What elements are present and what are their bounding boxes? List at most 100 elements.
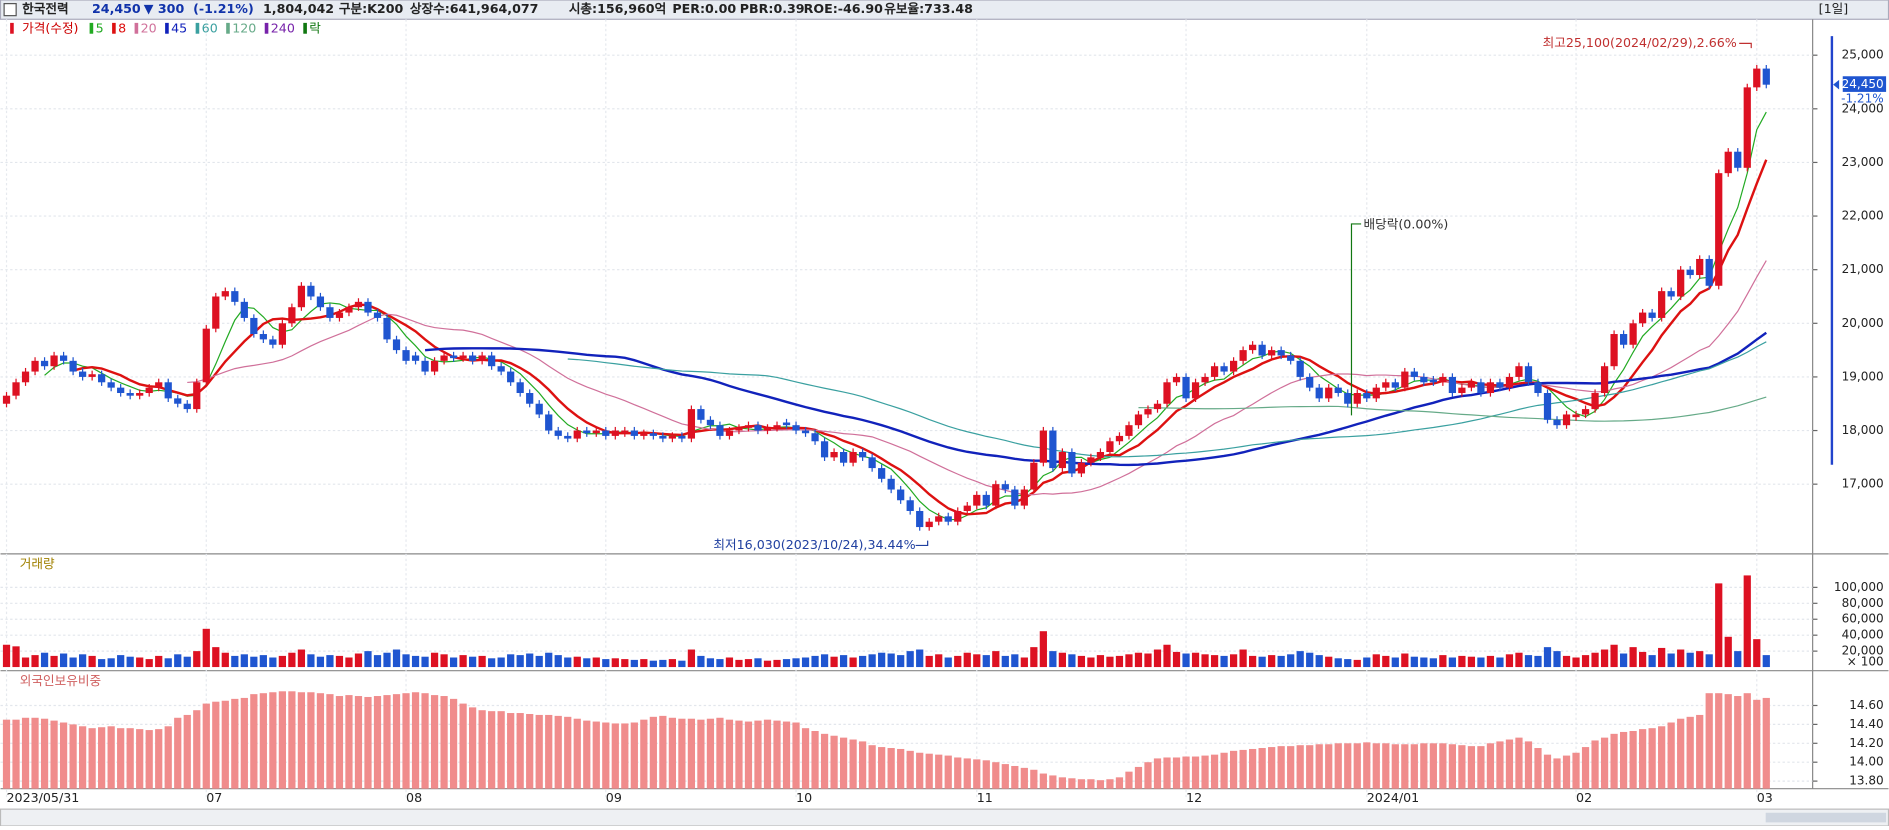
candle-body xyxy=(1068,451,1076,474)
candle-body xyxy=(630,430,638,436)
candle-body xyxy=(1572,414,1580,418)
volume-bar xyxy=(1382,655,1390,668)
foreign-bar xyxy=(1268,747,1276,789)
group: 구분:K200 xyxy=(339,1,404,16)
foreign-bar xyxy=(1220,752,1228,789)
volume-bar xyxy=(193,651,201,668)
foreign-bar xyxy=(1258,748,1266,789)
foreign-bar xyxy=(1629,731,1637,789)
candle-body xyxy=(12,382,20,396)
foreign-bar xyxy=(535,714,543,789)
volume-bar xyxy=(1734,651,1742,668)
foreign-bar xyxy=(925,753,933,789)
foreign-bar xyxy=(335,696,344,789)
foreign-bar xyxy=(1106,779,1114,789)
candle-body xyxy=(1039,430,1047,463)
candle-body xyxy=(507,371,515,383)
volume-bar xyxy=(212,647,220,668)
volume-bar xyxy=(1134,652,1143,668)
foreign-bar xyxy=(411,692,420,789)
foreign-bar xyxy=(136,729,144,789)
candle-body xyxy=(31,360,39,372)
foreign-bar xyxy=(1591,740,1599,789)
foreign-bar xyxy=(1363,742,1371,789)
y-tick-label: 13.80 xyxy=(1849,774,1883,788)
candle-body xyxy=(706,419,715,426)
candle-body xyxy=(659,435,667,439)
foreign-bar xyxy=(307,692,315,789)
volume-bar xyxy=(507,654,515,668)
volume-bar xyxy=(564,657,572,668)
dividend-annotation: 배당락(0.00%) xyxy=(1364,217,1449,232)
scroll-thumb[interactable] xyxy=(1765,812,1887,823)
foreign-bar xyxy=(297,692,306,789)
foreign-bar xyxy=(1277,746,1285,789)
foreign-bar xyxy=(1524,741,1533,789)
foreign-bar xyxy=(725,719,734,789)
candle-body xyxy=(1106,441,1114,452)
candle-body xyxy=(221,291,229,297)
volume-bar xyxy=(98,659,106,668)
volume-bar xyxy=(1629,647,1637,668)
candle-body xyxy=(1610,334,1618,367)
candle-body xyxy=(478,355,486,361)
y-tick-label: 14.60 xyxy=(1849,698,1883,712)
volume-bar xyxy=(1467,656,1476,668)
candle-body xyxy=(1534,382,1542,394)
volume-bar xyxy=(1229,654,1238,668)
scrollbar[interactable] xyxy=(0,808,1889,827)
candle-body xyxy=(1762,68,1770,85)
candle-body xyxy=(782,422,791,426)
volume-bar xyxy=(1543,647,1552,668)
period[interactable]: [1일] xyxy=(1819,1,1849,16)
candle-body xyxy=(1239,350,1247,361)
foreign-bar xyxy=(1439,743,1447,789)
candle-body xyxy=(364,301,372,313)
volume-bar xyxy=(1058,652,1066,668)
foreign-bar xyxy=(1648,728,1656,789)
volume-bar xyxy=(1619,653,1628,668)
checkbox[interactable] xyxy=(3,3,17,17)
foreign-bar xyxy=(573,718,581,789)
x-tick-label: 2023/05/31 xyxy=(7,790,80,805)
foreign-bar xyxy=(649,716,657,789)
volume-bar xyxy=(1210,655,1219,668)
candle-body xyxy=(1030,462,1038,490)
foreign-bar xyxy=(402,693,410,789)
candle-body xyxy=(335,312,344,318)
candle-body xyxy=(763,427,772,431)
foreign-bar xyxy=(1410,744,1418,789)
stock-name: 한국전력 xyxy=(22,1,68,16)
candle-body xyxy=(1011,489,1019,506)
foreign-bar xyxy=(1401,744,1409,789)
legend-label: 가격(수정) xyxy=(22,20,78,35)
foreign-bar xyxy=(1077,779,1086,789)
candle-body xyxy=(383,317,391,340)
candle-body xyxy=(288,307,296,324)
volume-bar xyxy=(88,655,96,668)
volume-bar xyxy=(145,659,153,668)
foreign-bar xyxy=(1001,764,1009,789)
candle-body xyxy=(954,510,962,522)
foreign-bar xyxy=(1734,696,1742,789)
candle-body xyxy=(1353,393,1361,404)
foreign-bar xyxy=(668,717,676,789)
volume-bar xyxy=(1249,655,1257,668)
candle-body xyxy=(202,328,210,383)
volume-bar xyxy=(1096,655,1105,668)
candle-body xyxy=(1144,409,1152,415)
volume-bar xyxy=(811,655,819,668)
foreign-bar xyxy=(859,741,867,789)
foreign-bar xyxy=(1534,748,1542,789)
volume-bar xyxy=(1458,655,1466,668)
change: ▼ 300 xyxy=(144,1,185,16)
candle-body xyxy=(69,360,77,372)
foreign-bar xyxy=(88,728,96,789)
foreign-bar xyxy=(1191,756,1200,789)
volume-bar xyxy=(820,654,829,668)
candle-body xyxy=(1410,371,1418,377)
legend-label: 20 xyxy=(141,20,157,35)
candle-body xyxy=(240,301,248,318)
per: PER:0.00 xyxy=(672,1,736,16)
foreign-bar xyxy=(973,759,981,789)
